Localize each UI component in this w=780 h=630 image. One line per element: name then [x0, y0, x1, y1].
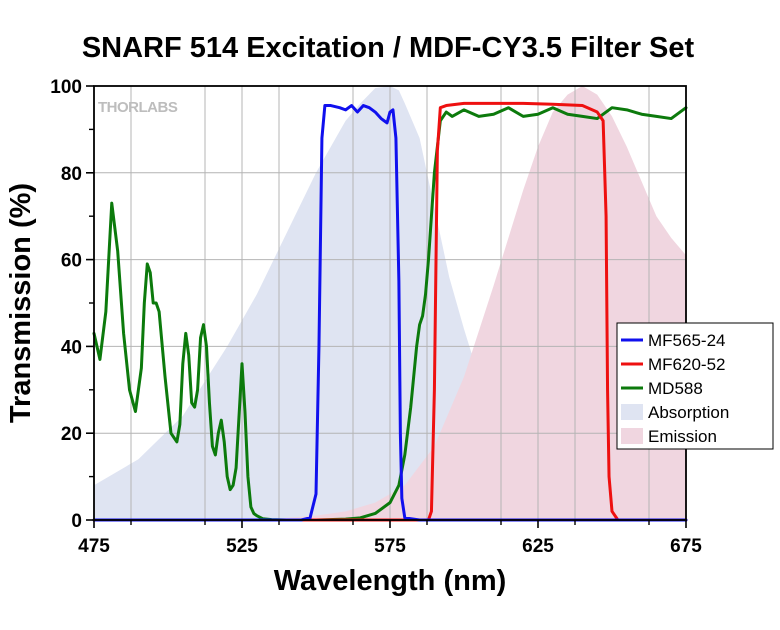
x-tick-label: 525 — [226, 536, 258, 557]
y-tick-label: 40 — [61, 337, 82, 358]
series-line-md588 — [92, 106, 688, 522]
thorlabs-watermark: THORLABS — [98, 99, 178, 116]
line-layer — [92, 101, 688, 522]
grid-layer — [94, 86, 686, 520]
y-tick-label: 60 — [61, 251, 82, 272]
legend-swatch-emission — [621, 428, 643, 444]
x-tick-label: 575 — [374, 536, 406, 557]
legend-label-absorption: Absorption — [648, 403, 729, 422]
y-tick-label: 20 — [61, 424, 82, 445]
legend-label-md588: MD588 — [648, 379, 703, 398]
chart-title: SNARF 514 Excitation / MDF-CY3.5 Filter … — [82, 32, 695, 64]
y-axis-label: Transmission (%) — [5, 183, 37, 423]
legend-label-mf620-52: MF620-52 — [648, 355, 725, 374]
legend-label-emission: Emission — [648, 427, 717, 446]
legend-label-mf565-24: MF565-24 — [648, 331, 725, 350]
x-tick-label: 475 — [78, 536, 110, 557]
tick-layer: 475 525 575 625 675 0 20 40 60 80 100 — [50, 77, 702, 557]
y-tick-label: 100 — [50, 77, 82, 98]
y-tick-label: 80 — [61, 164, 82, 185]
series-line-mf620-52 — [92, 101, 688, 522]
legend: MF565-24 MF620-52 MD588 Absorption Emission — [616, 322, 774, 450]
legend-swatch-absorption — [621, 404, 643, 420]
series-line-mf565-24 — [92, 104, 688, 522]
x-axis-label: Wavelength (nm) — [274, 565, 507, 597]
y-tick-label: 0 — [71, 511, 82, 532]
x-tick-label: 625 — [522, 536, 554, 557]
x-tick-label: 675 — [670, 536, 702, 557]
